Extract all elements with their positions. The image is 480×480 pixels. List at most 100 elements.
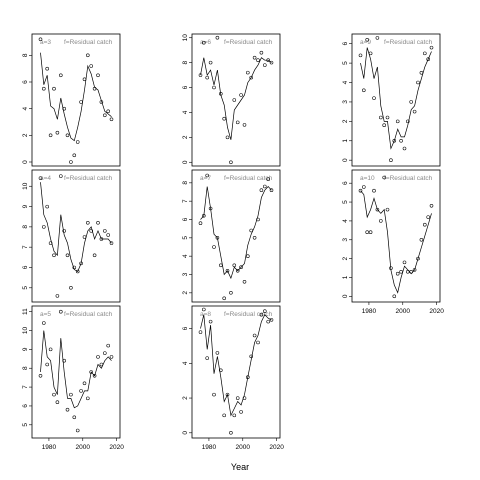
data-point: [96, 221, 100, 225]
data-point: [365, 38, 369, 42]
data-point: [242, 396, 247, 400]
y-tick-label: 8: [22, 53, 29, 57]
data-point: [219, 368, 223, 373]
y-tick-label: 7: [22, 245, 29, 249]
data-point: [59, 309, 63, 314]
data-point: [202, 307, 206, 312]
data-point: [259, 50, 264, 55]
data-point: [395, 119, 400, 124]
y-tick-label: 7: [182, 199, 189, 203]
data-point: [362, 88, 366, 93]
strip-label-a: a=6: [200, 39, 211, 46]
data-point: [202, 214, 206, 218]
data-point: [259, 188, 264, 192]
data-point: [372, 96, 376, 100]
y-tick-label: 6: [182, 85, 189, 89]
y-tick-label: 3: [342, 238, 349, 242]
data-point: [269, 60, 274, 65]
x-tick-label: 2000: [76, 444, 91, 451]
data-point: [252, 55, 257, 60]
data-point: [198, 330, 203, 334]
data-point: [242, 280, 247, 284]
data-point: [259, 312, 264, 317]
data-point: [109, 117, 114, 122]
y-tick-label: 5: [342, 200, 349, 204]
data-point: [205, 173, 209, 178]
strip-label-a: a=3: [40, 39, 51, 46]
data-point: [75, 140, 80, 144]
data-point: [382, 123, 386, 127]
data-point: [412, 109, 417, 114]
panel-1: a=4 f=Residual catch 5 6 7 8 9 10: [22, 169, 121, 303]
data-point: [392, 139, 397, 143]
y-tick-label: 5: [342, 61, 349, 65]
y-tick-label: 0: [182, 160, 189, 164]
data-point: [362, 185, 366, 189]
data-point: [232, 413, 237, 418]
data-point: [99, 237, 104, 241]
fitted-line: [40, 182, 112, 273]
y-tick-label: 1: [342, 275, 349, 279]
data-point: [406, 119, 410, 124]
data-point: [252, 236, 257, 240]
data-point: [65, 133, 70, 138]
panel-7: a=10 f=Residual catch 0 1 2 3 4 5 6 1980 2000 2020: [342, 169, 444, 315]
data-point: [395, 271, 400, 276]
panel-6: a=9 f=Residual catch 0 1 2 3 4 5 6: [342, 33, 441, 167]
y-tick-label: 8: [182, 60, 189, 64]
data-point: [62, 358, 66, 363]
data-point: [65, 253, 70, 258]
y-tick-label: 5: [22, 286, 29, 290]
data-point: [86, 396, 90, 401]
y-tick-label: 6: [22, 265, 29, 269]
data-point: [239, 410, 243, 414]
data-point: [249, 354, 253, 359]
data-point: [55, 130, 60, 135]
data-point: [423, 222, 427, 227]
y-tick-label: 4: [342, 80, 349, 84]
data-point: [402, 260, 407, 265]
data-point: [86, 221, 90, 225]
data-point: [249, 228, 253, 233]
data-point: [52, 392, 56, 397]
data-point: [229, 291, 233, 295]
data-point: [45, 66, 49, 71]
data-point: [263, 184, 267, 189]
data-point: [246, 70, 250, 75]
y-tick-label: 6: [342, 181, 349, 185]
data-point: [72, 415, 77, 420]
strip-label-f: f=Residual catch: [384, 175, 433, 182]
data-point: [219, 92, 223, 96]
data-point: [62, 229, 66, 233]
data-point: [92, 86, 97, 91]
data-point: [419, 71, 424, 75]
data-point: [205, 356, 209, 360]
data-point: [225, 135, 230, 140]
y-tick-label: 2: [182, 135, 189, 139]
data-point: [212, 85, 216, 90]
strip-label-a: a=9: [360, 39, 371, 46]
data-point: [52, 253, 56, 258]
data-point: [82, 381, 87, 386]
data-point: [208, 206, 213, 211]
strip-label-f: f=Residual catch: [64, 311, 113, 318]
panel-frame: [191, 169, 281, 303]
data-point: [232, 263, 237, 268]
data-point: [38, 176, 43, 180]
fitted-line: [200, 314, 272, 417]
data-point: [38, 374, 43, 378]
data-point: [263, 63, 267, 67]
y-tick-label: 6: [182, 217, 189, 221]
y-tick-label: 4: [342, 219, 349, 223]
data-point: [69, 160, 73, 164]
y-tick-label: 4: [182, 361, 189, 365]
x-tick-label: 2020: [429, 308, 444, 315]
data-point: [246, 254, 250, 258]
data-point: [82, 77, 87, 82]
data-point: [65, 407, 70, 412]
data-point: [372, 188, 376, 193]
data-point: [426, 57, 430, 61]
data-point: [256, 217, 260, 222]
y-tick-label: 0: [182, 431, 189, 435]
